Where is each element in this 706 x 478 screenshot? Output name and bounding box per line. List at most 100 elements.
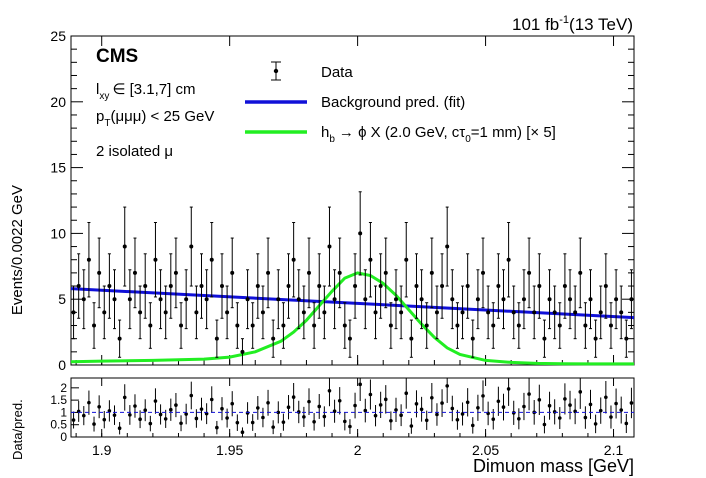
ratio-point: [542, 415, 547, 434]
ratio-point: [481, 380, 485, 412]
data-point: [266, 237, 271, 309]
data-point: [327, 206, 332, 287]
ratio-point: [573, 398, 577, 425]
data-point: [245, 269, 250, 330]
data-point: [173, 237, 178, 309]
data-point: [317, 253, 322, 319]
ratio-point: [389, 411, 393, 431]
data-point: [71, 285, 76, 340]
ratio-point: [133, 394, 137, 418]
ratio-point: [209, 386, 214, 413]
x-tick-label: 2: [354, 442, 362, 458]
data-point: [629, 269, 634, 330]
data-point: [332, 269, 337, 330]
x-tick-label: 1.95: [216, 442, 243, 458]
data-point: [102, 285, 107, 340]
data-point: [194, 285, 199, 340]
signal-h-sub: b: [329, 134, 335, 145]
data-point: [86, 221, 91, 298]
data-point: [250, 302, 255, 349]
data-point: [235, 302, 240, 349]
ratio-point: [435, 403, 439, 426]
data-point: [138, 285, 143, 340]
ratio-point: [465, 388, 470, 417]
ratio-point: [578, 378, 583, 409]
ratio-point: [153, 388, 158, 414]
lxy-range: ∈ [3.1,7] cm: [112, 81, 195, 98]
ratio-point: [291, 383, 296, 412]
ratio-point: [261, 407, 265, 428]
ratio-point: [363, 398, 368, 423]
ratio-point: [143, 399, 148, 422]
data-point: [542, 319, 547, 358]
data-point: [404, 221, 409, 298]
data-point: [291, 221, 296, 298]
ratio-point: [71, 411, 76, 429]
data-point: [286, 253, 291, 319]
ratio-y-tick-label: 0: [60, 430, 67, 444]
data-point: [486, 285, 491, 340]
data-point: [470, 319, 475, 358]
ratio-point: [281, 413, 286, 431]
ratio-point: [399, 404, 403, 427]
ratio-point: [353, 392, 357, 419]
ratio-point: [486, 401, 490, 426]
ratio-point: [312, 413, 316, 431]
ratio-point: [307, 388, 311, 416]
ratio-point: [169, 398, 173, 421]
ratio-point: [302, 406, 306, 427]
data-point: [368, 221, 373, 298]
ratio-point: [614, 388, 618, 419]
data-point: [460, 285, 465, 340]
data-point: [388, 302, 393, 349]
ratio-point: [563, 383, 567, 415]
lumi-label: 101 fb-1(13 TeV): [512, 14, 633, 34]
ratio-point: [552, 399, 557, 425]
ratio-point: [517, 408, 521, 430]
ratio-point: [225, 408, 229, 428]
data-point: [562, 253, 567, 319]
data-point: [598, 285, 603, 340]
ratio-point: [250, 414, 255, 431]
ratio-point: [419, 396, 424, 422]
ratio-point: [445, 378, 449, 403]
data-point: [337, 237, 342, 309]
ratio-point: [92, 416, 96, 432]
data-point: [445, 206, 450, 287]
ratio-point: [358, 378, 362, 402]
data-point: [214, 319, 219, 358]
main-y-tick-label: 10: [50, 225, 66, 241]
data-point: [312, 302, 317, 349]
ratio-point: [204, 403, 209, 425]
ratio-point: [87, 390, 91, 415]
data-point: [552, 285, 557, 340]
ratio-point: [450, 395, 455, 422]
data-point: [603, 253, 608, 319]
data-point: [614, 269, 619, 330]
ratio-point: [245, 402, 250, 424]
ratio-point: [117, 422, 122, 435]
data-point: [342, 302, 347, 349]
ratio-point: [394, 397, 398, 423]
data-point: [557, 302, 562, 349]
ratio-point: [609, 405, 613, 429]
ratio-point: [322, 406, 327, 427]
ratio-point: [476, 394, 480, 421]
data-point: [81, 269, 86, 330]
data-point: [491, 302, 496, 349]
data-point: [568, 269, 573, 330]
legend-background-label: Background pred. (fit): [321, 94, 465, 111]
data-point: [527, 237, 532, 309]
main-y-tick-label: 25: [50, 28, 66, 44]
ratio-point: [593, 414, 598, 434]
data-point: [347, 319, 352, 358]
ratio-point: [568, 390, 572, 420]
x-tick-label: 1.9: [92, 442, 112, 458]
ratio-point: [128, 405, 132, 425]
lumi-superscript: -1: [559, 14, 569, 26]
ratio-point: [368, 379, 373, 410]
data-point: [281, 302, 286, 349]
data-point: [496, 253, 501, 319]
ratio-point: [583, 406, 588, 429]
